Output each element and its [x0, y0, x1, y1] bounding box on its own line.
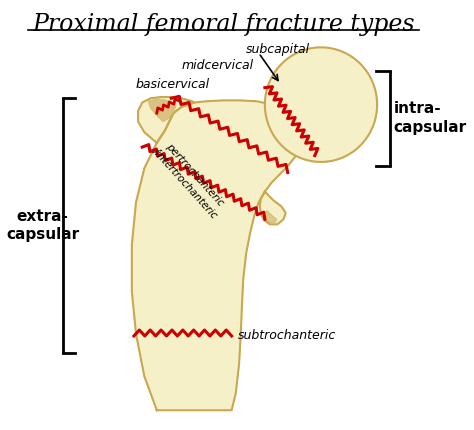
Polygon shape — [148, 99, 175, 122]
Text: midcervical: midcervical — [182, 59, 254, 72]
Polygon shape — [260, 192, 286, 224]
Polygon shape — [132, 100, 304, 410]
Polygon shape — [138, 97, 194, 143]
Polygon shape — [264, 211, 276, 223]
Text: subcapital: subcapital — [246, 43, 310, 56]
Text: subtrochanteric: subtrochanteric — [238, 329, 336, 342]
Text: basicervical: basicervical — [136, 78, 210, 91]
Text: pertrochanteric
/intertrochanteric: pertrochanteric /intertrochanteric — [152, 138, 228, 220]
Text: intra-
capsular: intra- capsular — [394, 101, 467, 135]
Polygon shape — [265, 47, 377, 162]
Text: Proximal femoral fracture types: Proximal femoral fracture types — [32, 13, 415, 37]
Text: extra-
capsular: extra- capsular — [6, 209, 79, 243]
